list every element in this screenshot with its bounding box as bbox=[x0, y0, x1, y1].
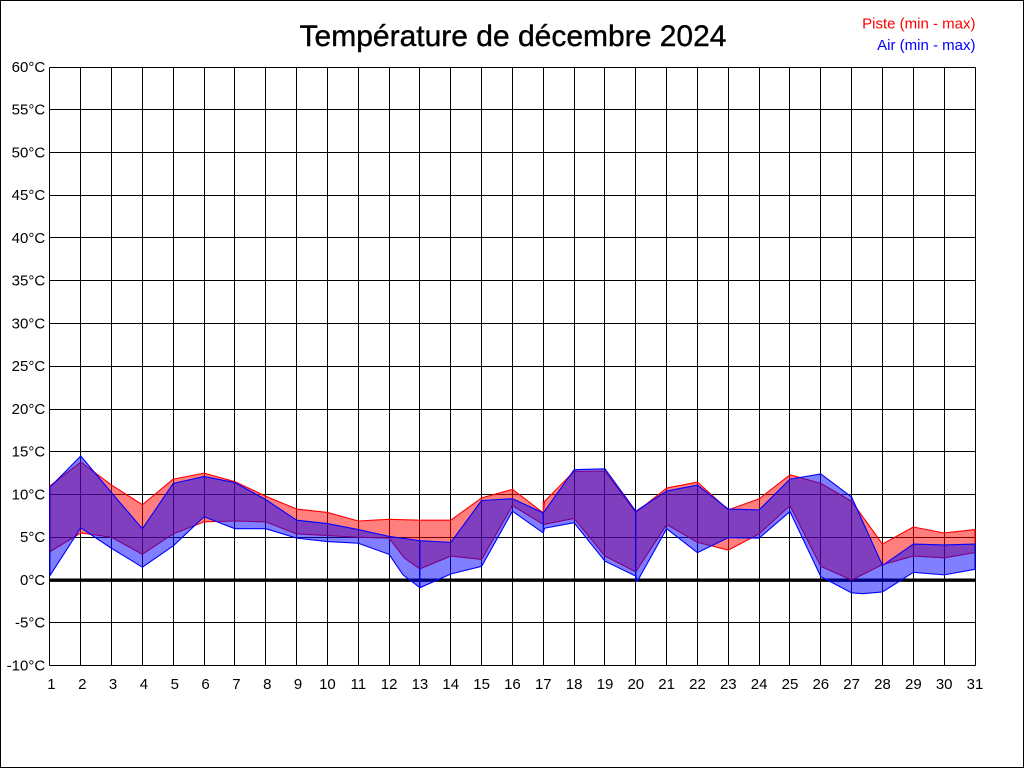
svg-text:20: 20 bbox=[627, 676, 644, 693]
svg-text:17: 17 bbox=[535, 676, 552, 693]
svg-text:10: 10 bbox=[319, 676, 336, 693]
svg-text:1: 1 bbox=[47, 676, 55, 693]
svg-text:18: 18 bbox=[566, 676, 583, 693]
svg-text:10°C: 10°C bbox=[12, 486, 46, 503]
svg-text:15°C: 15°C bbox=[12, 444, 46, 461]
svg-text:-10°C: -10°C bbox=[7, 657, 46, 674]
svg-text:27: 27 bbox=[843, 676, 860, 693]
svg-text:5°C: 5°C bbox=[20, 529, 45, 546]
svg-text:13: 13 bbox=[412, 676, 429, 693]
svg-text:5: 5 bbox=[171, 676, 179, 693]
svg-text:26: 26 bbox=[812, 676, 829, 693]
svg-text:45°C: 45°C bbox=[12, 187, 46, 204]
svg-text:14: 14 bbox=[442, 676, 459, 693]
svg-text:Piste (min - max): Piste (min - max) bbox=[862, 16, 975, 33]
svg-text:25°C: 25°C bbox=[12, 358, 46, 375]
svg-text:60°C: 60°C bbox=[12, 59, 46, 76]
svg-text:2: 2 bbox=[78, 676, 86, 693]
svg-text:22: 22 bbox=[689, 676, 706, 693]
svg-text:30°C: 30°C bbox=[12, 315, 46, 332]
svg-text:15: 15 bbox=[473, 676, 490, 693]
svg-text:4: 4 bbox=[140, 676, 148, 693]
svg-text:35°C: 35°C bbox=[12, 273, 46, 290]
svg-text:Température de décembre 2024: Température de décembre 2024 bbox=[300, 20, 727, 53]
svg-text:55°C: 55°C bbox=[12, 102, 46, 119]
svg-text:24: 24 bbox=[751, 676, 768, 693]
svg-text:50°C: 50°C bbox=[12, 144, 46, 161]
svg-text:Air (min - max): Air (min - max) bbox=[877, 37, 975, 54]
svg-text:12: 12 bbox=[381, 676, 398, 693]
svg-text:29: 29 bbox=[905, 676, 922, 693]
svg-text:3: 3 bbox=[109, 676, 117, 693]
svg-text:8: 8 bbox=[263, 676, 271, 693]
svg-text:-5°C: -5°C bbox=[15, 615, 45, 632]
svg-text:19: 19 bbox=[597, 676, 614, 693]
svg-text:40°C: 40°C bbox=[12, 230, 46, 247]
svg-text:31: 31 bbox=[967, 676, 984, 693]
svg-text:30: 30 bbox=[936, 676, 953, 693]
svg-text:7: 7 bbox=[232, 676, 240, 693]
svg-text:20°C: 20°C bbox=[12, 401, 46, 418]
svg-text:11: 11 bbox=[350, 676, 366, 693]
svg-text:23: 23 bbox=[720, 676, 737, 693]
svg-text:9: 9 bbox=[294, 676, 302, 693]
svg-text:0°C: 0°C bbox=[20, 572, 45, 589]
svg-text:25: 25 bbox=[782, 676, 799, 693]
svg-text:28: 28 bbox=[874, 676, 891, 693]
svg-text:6: 6 bbox=[201, 676, 209, 693]
svg-text:21: 21 bbox=[658, 676, 675, 693]
svg-text:16: 16 bbox=[504, 676, 521, 693]
